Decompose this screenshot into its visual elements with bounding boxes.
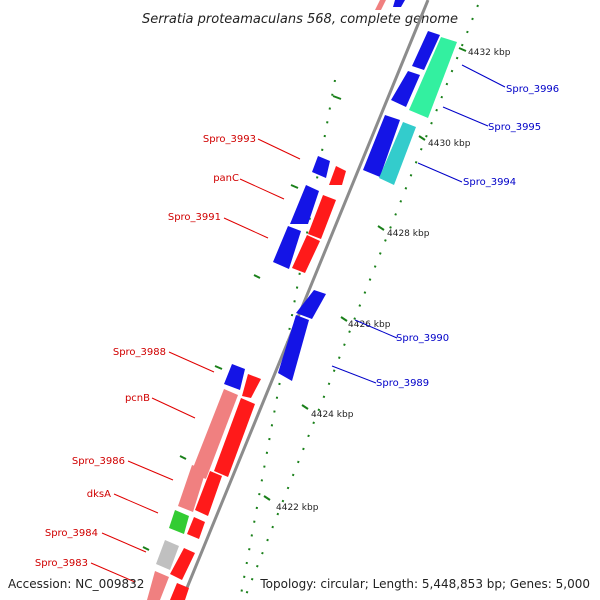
gene-arrow-forward [292,235,320,273]
topology-summary-text: Topology: circular; Length: 5,448,853 bp… [260,577,590,591]
gene-arrow-forward [214,398,255,477]
tick-minor [290,184,299,189]
label-leader [257,138,301,160]
tick-label: 4430 kbp [428,139,471,149]
gene-label: Spro_3995 [488,122,541,133]
gene-arrow-reverse [363,115,400,177]
label-leader [127,460,174,481]
accession-text: Accession: NC_009832 [8,577,145,591]
tick-mark: 4428 kbp [377,225,430,239]
label-leader [417,162,463,183]
partial-gene-top-right [393,0,405,7]
label-leader [168,351,215,373]
gene-label: panC [213,173,239,184]
gene-arrow-forward [170,548,195,580]
label-leader [331,365,377,384]
tick-mark: 4432 kbp [458,47,511,58]
map-title: Serratia proteamaculans 568, complete ge… [142,12,458,27]
gene-arrow-forward [170,583,189,600]
gene-arrow-forward [187,517,205,539]
gene-arrow-reverse [412,31,440,70]
label-leader [151,397,196,419]
gene-arrow-forward [308,195,336,239]
label-leader [223,217,269,239]
partial-gene-top-left [375,0,386,10]
gene-arrow-reverse [296,290,326,319]
gene-arrow-reverse [224,364,245,390]
tick-mark: 4426 kbp [340,316,391,330]
tick-label: 4426 kbp [348,320,391,330]
tick-minor [253,274,261,279]
label-leader [461,64,506,88]
gene-label: Spro_3994 [463,177,516,188]
tick-minor [214,365,223,370]
gene-label: Spro_3989 [376,378,429,389]
dotted-guide-inner [243,4,479,600]
label-leader [442,106,489,127]
genome-backbone [180,0,430,600]
gene-arrow-forward [195,471,222,516]
gene-arrow-reverse [391,71,420,107]
tick-mark: 4430 kbp [418,135,471,149]
gene-arrow-cyan [379,122,416,185]
label-leader [113,493,159,514]
gene-label: Spro_3991 [168,212,221,223]
tick-minor [142,546,150,551]
gene-arrow-forward [329,166,346,185]
tick-label: 4424 kbp [311,410,354,420]
gene-arrow-pink [178,465,206,512]
gene-arrow-pink [147,571,169,600]
gene-arrow-reverse [290,185,319,224]
gene-label: Spro_3990 [396,333,449,344]
gene-arrow-reverse [278,315,309,381]
gene-label: Spro_3988 [113,347,166,358]
tick-mark: 4424 kbp [301,404,354,420]
gene-label: Spro_3986 [72,456,125,467]
gene-arrow-reverse [273,226,301,269]
tick-minor [332,95,342,100]
label-leader [239,178,285,200]
tick-label: 4422 kbp [276,503,319,513]
gene-label: pcnB [125,393,150,404]
tick-minor [179,455,187,460]
gene-label: Spro_3984 [45,528,98,539]
gene-arrow-reverse [312,156,330,178]
label-leader [354,319,398,339]
gene-label: dksA [87,489,111,500]
gene-arrow-pink [191,389,238,479]
gene-label: Spro_3996 [506,84,559,95]
tick-label: 4432 kbp [468,48,511,58]
label-leader [101,532,147,553]
label-leader [90,562,136,583]
gene-arrow-mint [409,37,457,118]
gene-arrow-forward [242,374,261,398]
gene-arrow-gray [156,540,179,570]
gene-label: Spro_3983 [35,558,88,569]
tick-mark: 4422 kbp [263,495,319,513]
gene-arrow-green [169,510,189,534]
tick-label: 4428 kbp [387,229,430,239]
gene-label: Spro_3993 [203,134,256,145]
